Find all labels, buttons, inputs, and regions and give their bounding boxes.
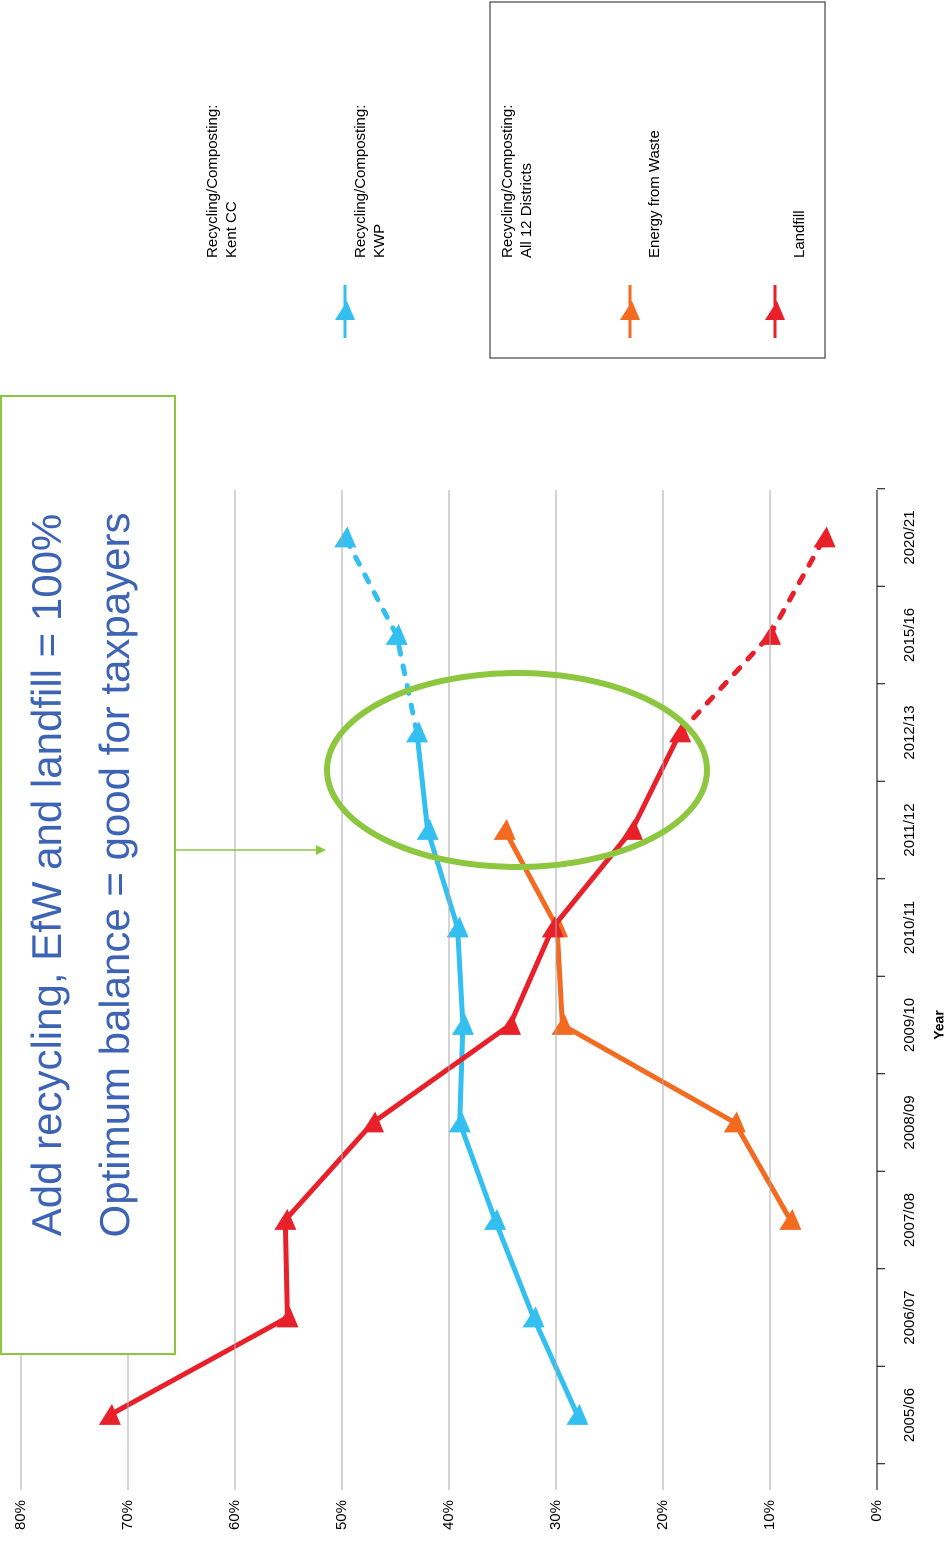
legend-box — [489, 1, 826, 359]
line-segment — [502, 827, 560, 930]
marker — [498, 1014, 521, 1035]
x-tick-label: 2012/13 — [901, 705, 918, 759]
line-segment — [531, 1315, 580, 1418]
marker — [385, 624, 408, 645]
marker — [451, 1014, 474, 1035]
line-segment — [767, 535, 828, 638]
x-tick-label: 2010/11 — [901, 901, 918, 954]
line-segment — [425, 827, 461, 930]
legend-label: Recycling/Composting: Kent CC — [204, 100, 240, 258]
line-segment — [550, 827, 635, 930]
y-tick-label: 20% — [654, 1500, 671, 1530]
marker — [541, 916, 564, 938]
line-segment — [370, 1022, 513, 1125]
x-tick-label: 2007/08 — [901, 1193, 918, 1247]
line-segment — [282, 1120, 376, 1223]
line-segment — [732, 1120, 793, 1223]
marker — [620, 819, 643, 840]
marker — [551, 1014, 574, 1035]
legend-label-line: KWP — [371, 224, 388, 258]
arrow-head — [316, 845, 326, 855]
line-segment — [492, 1217, 537, 1320]
annotation: Add recycling, EfW and landfill = 100% — [23, 514, 70, 1237]
line-segment — [455, 925, 466, 1028]
legend-label-line: Recycling/Composting: — [352, 100, 369, 258]
line-segment — [559, 1022, 738, 1125]
legend-label-line: Landfill — [791, 210, 808, 258]
x-tick-label: 2006/07 — [901, 1290, 918, 1344]
line-segment — [554, 925, 565, 1028]
legend-label-line: Recycling/Composting: — [204, 100, 221, 258]
highlight-ellipse — [324, 670, 710, 870]
marker — [493, 819, 516, 840]
legend-label-line: Energy from Waste — [646, 130, 663, 258]
line-segment — [629, 730, 683, 833]
marker — [446, 916, 469, 938]
marker — [813, 526, 836, 548]
marker — [276, 1306, 299, 1328]
x-axis-title: Year — [931, 1010, 947, 1040]
marker — [405, 721, 428, 743]
line-segment — [457, 1120, 498, 1223]
line-segment — [282, 1217, 290, 1320]
legend-label: Landfill — [791, 210, 808, 258]
legend-label: Energy from Waste — [646, 130, 663, 258]
x-tick-label: 2015/16 — [901, 608, 918, 662]
line-segment — [107, 1315, 290, 1418]
y-tick-label: 40% — [440, 1500, 457, 1530]
x-tick-label: 2008/09 — [901, 1095, 918, 1149]
marker — [98, 1404, 121, 1425]
y-tick-label: 80% — [12, 1500, 29, 1530]
line-segment — [414, 730, 431, 833]
marker — [779, 1209, 802, 1230]
line-segment — [507, 925, 556, 1028]
x-tick-label: 2005/06 — [901, 1388, 918, 1442]
marker — [566, 1404, 589, 1425]
marker — [448, 1111, 471, 1133]
y-tick-label: 60% — [226, 1500, 243, 1530]
y-tick-label: 30% — [547, 1500, 564, 1530]
y-tick-label: 10% — [761, 1500, 778, 1530]
marker — [274, 1209, 297, 1230]
line-segment — [394, 632, 420, 735]
y-tick-label: 50% — [333, 1500, 350, 1530]
line-segment — [457, 1022, 466, 1125]
x-tick-label: 2011/12 — [901, 803, 918, 856]
legend-label-line: All 12 Districts — [518, 163, 535, 258]
y-tick-label: 70% — [119, 1500, 136, 1530]
marker — [669, 721, 692, 743]
x-tick-label: 2009/10 — [901, 998, 918, 1052]
annotation-box — [0, 395, 176, 1355]
legend-label-line: Recycling/Composting: — [499, 100, 516, 258]
x-tick-label: 2020/21 — [901, 510, 918, 564]
marker — [334, 526, 357, 548]
annotation: Optimum balance = good for taxpayers — [91, 513, 138, 1238]
legend-label: Recycling/Composting: All 12 Districts — [499, 100, 535, 258]
legend-label: Recycling/Composting: KWP — [352, 100, 388, 258]
marker — [522, 1306, 545, 1328]
marker — [723, 1111, 746, 1133]
marker — [416, 819, 439, 840]
line-segment — [677, 632, 773, 735]
y-tick-label: 0% — [868, 1500, 885, 1522]
marker — [484, 1209, 507, 1230]
legend-label-line: Kent CC — [223, 201, 240, 258]
plot — [98, 526, 836, 1425]
line-segment — [342, 535, 400, 638]
marker — [362, 1111, 385, 1133]
